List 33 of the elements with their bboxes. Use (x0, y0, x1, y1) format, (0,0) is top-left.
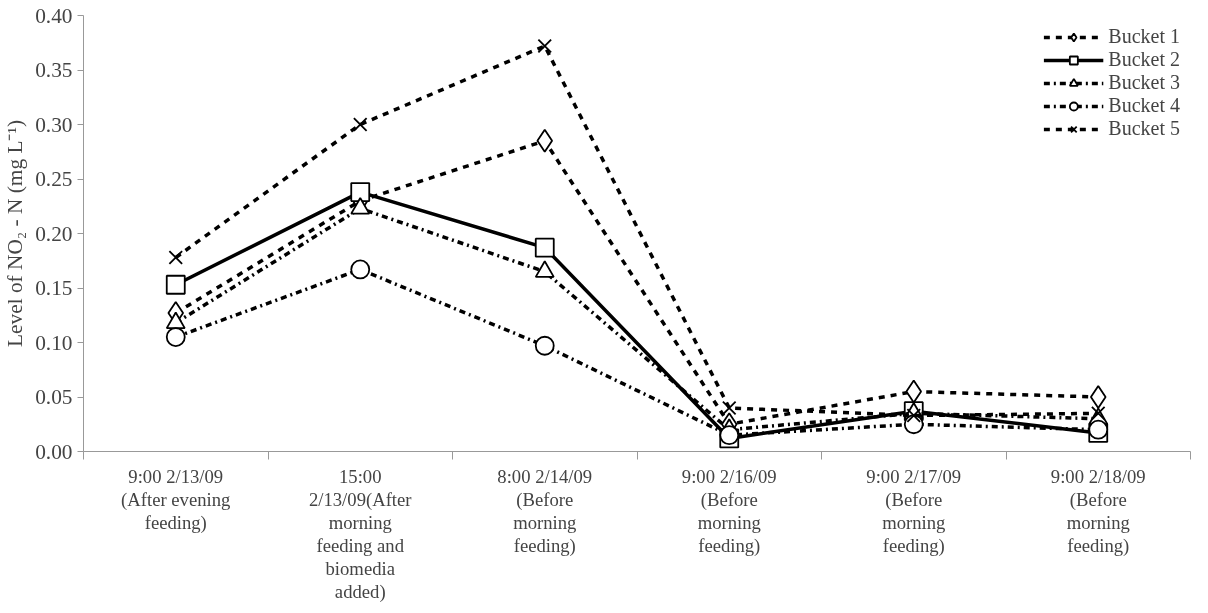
y-axis-title: Level of NO₂ - N (mg L⁻¹) (3, 120, 28, 347)
y-tick-label: 0.35 (35, 58, 73, 82)
y-tick-label: 0.30 (35, 112, 73, 137)
point (1090, 385, 1107, 409)
point (165, 274, 186, 295)
x-tick-label: 9:00 2/18/09 (Before morning feeding) (1050, 465, 1146, 557)
x-tick-label: 8:00 2/14/09 (Before morning feeding) (497, 465, 593, 557)
point (721, 400, 737, 416)
x-tick-label: 15:00 2/13/09(After morning feeding and biomedia added) (308, 465, 413, 603)
point (350, 182, 371, 202)
legend-label: Bucket 3 (1108, 71, 1180, 94)
legend-label: Bucket 4 (1108, 94, 1180, 117)
y-tick-label: 0.40 (35, 3, 73, 28)
y-tick-label: 0.00 (35, 439, 73, 464)
y-tick-label: 0.25 (35, 167, 73, 191)
point (534, 335, 555, 356)
point (537, 38, 553, 54)
x-tick-label: 9:00 2/13/09 (After evening feeding) (121, 465, 231, 534)
y-tick-label: 0.15 (35, 276, 73, 300)
y-tick-label: 0.05 (35, 385, 73, 409)
point (352, 117, 368, 132)
point (534, 237, 555, 258)
point (168, 250, 184, 265)
x-tick-label: 9:00 2/17/09 (Before morning feeding) (866, 465, 962, 557)
y-tick-label: 0.10 (35, 330, 73, 355)
legend-label: Bucket 2 (1108, 48, 1180, 71)
legend-label: Bucket 1 (1108, 25, 1180, 48)
x-tick-label: 9:00 2/16/09 (Before morning feeding) (681, 465, 777, 557)
point (165, 327, 186, 347)
legend-label: Bucket 5 (1108, 117, 1180, 140)
y-tick-label: 0.20 (35, 221, 73, 246)
point (1090, 406, 1106, 421)
point (350, 259, 371, 280)
